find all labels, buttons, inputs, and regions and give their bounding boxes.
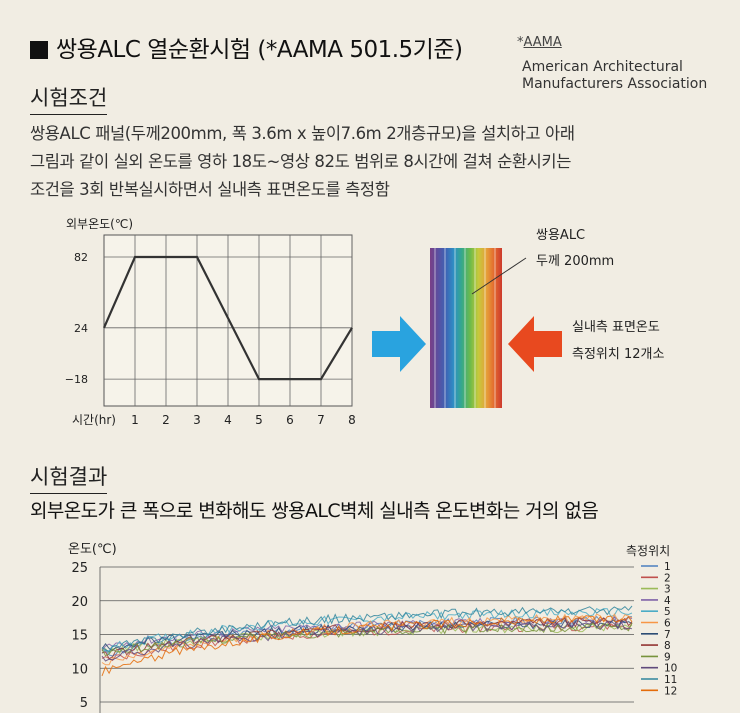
top-y-axis-label: 외부온도(℃) bbox=[66, 217, 133, 231]
bottom-y-tick-label: 25 bbox=[71, 561, 88, 576]
sensor-label-1: 실내측 표면온도 bbox=[572, 320, 660, 335]
top-x-tick-label: 7 bbox=[317, 413, 325, 427]
panel-label-name: 쌍용ALC bbox=[536, 228, 585, 243]
legend-label-4: 4 bbox=[664, 595, 671, 607]
legend-label-6: 6 bbox=[664, 618, 671, 630]
conditions-title: 시험조건 bbox=[30, 82, 108, 115]
legend-title: 측정위치 bbox=[626, 544, 670, 558]
legend-label-8: 8 bbox=[664, 640, 671, 652]
top-x-tick-label: 3 bbox=[193, 413, 201, 427]
legend-label-12: 12 bbox=[664, 685, 677, 697]
top-x-axis-label: 시간(hr) bbox=[72, 413, 116, 427]
aama-abbr: AAMA bbox=[523, 35, 562, 50]
aama-full-line1: American Architectural bbox=[522, 59, 683, 75]
legend-label-1: 1 bbox=[664, 561, 671, 573]
series-line-8 bbox=[101, 617, 633, 660]
alc-panel bbox=[430, 248, 502, 408]
top-x-tick-label: 5 bbox=[255, 413, 263, 427]
series-line-10 bbox=[101, 620, 633, 662]
aama-star: * bbox=[517, 35, 524, 50]
conditions-desc-line3: 조건을 3회 반복실시하면서 실내측 표면온도를 측정함 bbox=[30, 180, 390, 199]
legend-label-3: 3 bbox=[664, 584, 671, 596]
top-x-tick-label: 6 bbox=[286, 413, 294, 427]
outside-temp-chart: 1 2 3 4 5 6 7 8 82 24 −18 외부온도(℃) 시간(hr) bbox=[65, 217, 356, 427]
legend-label-2: 2 bbox=[664, 572, 671, 584]
results-title: 시험결과 bbox=[30, 461, 108, 494]
legend-label-7: 7 bbox=[664, 629, 671, 641]
outside-heat-arrow-icon bbox=[372, 316, 426, 372]
page-title-text: 쌍용ALC 열순환시험 (*AAMA 501.5기준) bbox=[56, 37, 463, 63]
bottom-y-axis-label: 온도(℃) bbox=[68, 542, 117, 557]
aama-full-line2: Manufacturers Association bbox=[522, 76, 708, 92]
square-bullet-icon bbox=[30, 41, 48, 59]
series-line-11 bbox=[101, 605, 633, 653]
indoor-side-arrow-icon bbox=[508, 316, 562, 372]
series-line-6 bbox=[101, 613, 633, 666]
series-line-2 bbox=[101, 621, 633, 662]
sensor-label-2: 측정위치 12개소 bbox=[572, 347, 664, 362]
legend-label-11: 11 bbox=[664, 674, 677, 686]
top-y-tick-label: −18 bbox=[65, 373, 88, 386]
aama-reference: *AAMA bbox=[517, 35, 562, 50]
outside-temp-line bbox=[102, 255, 353, 381]
legend-label-10: 10 bbox=[664, 663, 677, 675]
legend-label-5: 5 bbox=[664, 606, 671, 618]
page-title: 쌍용ALC 열순환시험 (*AAMA 501.5기준) bbox=[30, 30, 463, 64]
series-line-12 bbox=[101, 614, 633, 677]
bottom-y-tick-label: 20 bbox=[71, 595, 88, 610]
conditions-desc-line1: 쌍용ALC 패널(두께200mm, 폭 3.6m x 높이7.6m 2개층규모)… bbox=[30, 124, 575, 143]
top-x-tick-label: 8 bbox=[348, 413, 356, 427]
top-x-tick-label: 4 bbox=[224, 413, 232, 427]
conditions-description: 쌍용ALC 패널(두께200mm, 폭 3.6m x 높이7.6m 2개층규모)… bbox=[30, 120, 730, 204]
bottom-y-tick-label: 15 bbox=[71, 629, 88, 644]
panel-label-thickness: 두께 200mm bbox=[536, 254, 614, 269]
top-y-tick-label: 82 bbox=[74, 251, 88, 264]
top-x-tick-label: 2 bbox=[162, 413, 170, 427]
top-x-tick-label: 1 bbox=[131, 413, 139, 427]
bottom-y-tick-label: 5 bbox=[80, 696, 88, 711]
top-y-tick-label: 24 bbox=[74, 322, 88, 335]
conditions-desc-line2: 그림과 같이 실외 온도를 영하 18도~영상 82도 범위로 8시간에 걸쳐 … bbox=[30, 152, 571, 171]
series-line-5 bbox=[101, 608, 633, 652]
legend-label-9: 9 bbox=[664, 651, 671, 663]
panel-pointer-line bbox=[471, 257, 527, 295]
bottom-y-tick-label: 10 bbox=[71, 662, 88, 677]
results-description: 외부온도가 큰 폭으로 변화해도 쌍용ALC벽체 실내측 온도변화는 거의 없음 bbox=[30, 500, 599, 522]
aama-full-name: American Architectural Manufacturers Ass… bbox=[522, 59, 707, 93]
